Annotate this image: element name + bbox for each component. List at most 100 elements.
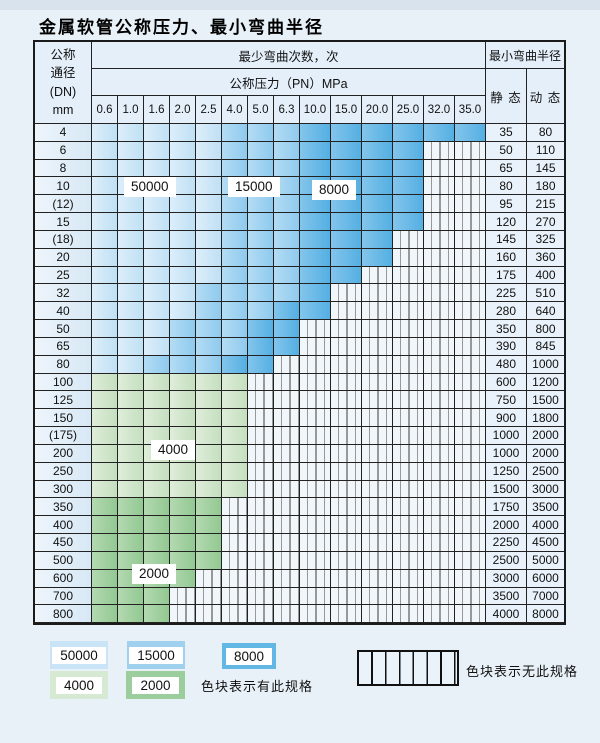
spec-cell [196,409,222,428]
dn-header-line: mm [52,102,74,117]
no-spec-cell [424,498,455,517]
no-spec-cell [331,320,362,338]
no-spec-cell [300,516,331,535]
zone-label-8000: 8000 [312,180,357,201]
pressure-col-header: 15.0 [331,96,362,124]
spec-cell [170,141,196,160]
legend-block-4000: 4000 [50,671,108,699]
table-row: 20 160 360 [35,248,564,267]
no-spec-cell [248,551,274,570]
dynamic-radius-cell: 640 [527,302,564,321]
dynamic-radius-cell: 400 [527,266,564,285]
dn-cell: 400 [35,516,92,535]
no-spec-cell [274,534,300,552]
spec-cell [222,284,248,303]
spec-cell [196,551,222,570]
no-spec-cell [455,177,486,196]
dynamic-radius-cell: 2000 [527,427,564,445]
dynamic-radius-cell: 8000 [527,605,564,624]
spec-cell [144,337,170,356]
no-spec-cell [300,587,331,606]
no-spec-cell [300,355,331,374]
spec-cell [92,355,118,374]
spec-cell [118,213,144,231]
no-spec-cell [424,141,455,160]
no-spec-cell [331,587,362,606]
no-spec-cell [424,302,455,321]
table-row: 450 2250 4500 [35,534,564,552]
no-spec-cell [424,373,455,392]
dynamic-radius-cell: 1200 [527,373,564,392]
spec-cell [144,284,170,303]
no-spec-cell [393,534,424,552]
no-spec-cell [300,373,331,392]
spec-cell [92,551,118,570]
radius-title: 最小弯曲半径 [486,42,564,69]
spec-cell [144,141,170,160]
spec-cell [144,213,170,231]
no-spec-cell [455,355,486,374]
legend-block-15000: 15000 [127,641,185,669]
table-row: (12) 95 215 [35,195,564,214]
spec-cell [393,159,424,178]
spec-cell [196,302,222,321]
no-spec-cell [455,195,486,214]
no-spec-cell [362,444,393,463]
no-spec-cell [362,337,393,356]
no-spec-cell [274,391,300,410]
no-spec-cell [424,337,455,356]
spec-cell [170,213,196,231]
static-radius-cell: 280 [486,302,527,321]
table-row: 500 2500 5000 [35,551,564,570]
no-spec-cell [248,409,274,428]
spec-cell [331,124,362,142]
spec-cell [274,320,300,338]
spec-cell [170,355,196,374]
spec-cell [170,248,196,267]
dn-cell: (12) [35,195,92,214]
no-spec-cell [424,587,455,606]
spec-cell [196,159,222,178]
no-spec-cell [455,444,486,463]
static-radius-cell: 175 [486,266,527,285]
spec-cell [248,284,274,303]
no-spec-cell [274,373,300,392]
spec-cell [92,302,118,321]
no-spec-cell [393,391,424,410]
no-spec-cell [331,373,362,392]
spec-cell [362,141,393,160]
spec-cell [92,480,118,499]
dn-cell: 6 [35,141,92,160]
no-spec-cell [331,534,362,552]
no-spec-cell [300,605,331,624]
spec-cell [196,195,222,214]
spec-cell [248,230,274,249]
spec-cell [362,195,393,214]
legend-label: 15000 [129,646,183,664]
pressure-col-header: 1.6 [144,96,170,124]
spec-cell [92,284,118,303]
spec-cell [92,605,118,624]
dn-header-line: (DN) [49,84,77,99]
no-spec-cell [455,141,486,160]
pressure-col-header: 32.0 [424,96,455,124]
static-radius-cell: 2250 [486,534,527,552]
legend-block-2000: 2000 [126,671,185,699]
spec-cell [248,141,274,160]
spec-cell [144,462,170,481]
spec-cell [170,195,196,214]
spec-cell [196,444,222,463]
spec-cell [118,409,144,428]
spec-cell [144,248,170,267]
legend-label: 2000 [132,676,179,694]
no-spec-cell [362,551,393,570]
dn-cell: 450 [35,534,92,552]
static-radius-cell: 3000 [486,569,527,588]
no-spec-cell [331,302,362,321]
no-spec-cell [362,373,393,392]
legend-has-spec-text: 色块表示有此规格 [201,679,314,694]
dn-cell: 700 [35,587,92,606]
spec-cell [118,248,144,267]
pressure-col-header: 2.5 [196,96,222,124]
no-spec-cell [331,444,362,463]
